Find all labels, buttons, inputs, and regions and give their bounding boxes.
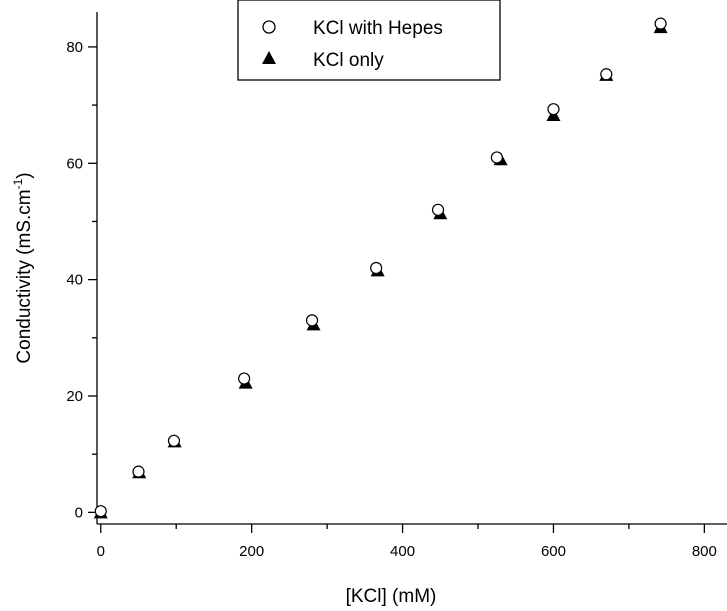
point-kcl-with-hepes [490,151,503,164]
y-axis-label-superscript: -1 [11,178,25,189]
legend-label-series-2: KCl only [313,50,384,71]
point-kcl-with-hepes [167,434,181,447]
axes [96,12,727,525]
y-tick-label: 80 [66,39,83,56]
point-kcl-with-hepes [600,68,613,81]
point-kcl-with-hepes [305,314,319,327]
y-tick-label: 40 [66,272,83,289]
point-kcl-with-hepes [431,203,445,216]
point-kcl-with-hepes [132,465,145,478]
x-tick-label: 0 [97,543,105,560]
data-points [93,17,668,519]
y-axis-label-close: ) [14,172,35,178]
x-tick-label: 600 [541,543,566,560]
x-tick-label: 400 [390,543,415,560]
point-kcl-with-hepes [94,505,107,518]
y-tick-label: 60 [66,155,83,172]
legend-label-series-1: KCl with Hepes [313,18,443,39]
y-tick-label: 20 [66,388,83,405]
x-tick-label: 200 [239,543,264,560]
point-kcl-with-hepes [238,372,251,385]
legend-box [237,0,501,81]
legend: KCl with Hepes KCl only [237,0,501,81]
x-axis-label: [KCl] (mM) [346,586,437,607]
y-tick-label: 0 [75,504,83,521]
x-tick-label: 800 [692,543,717,560]
y-ticks: 0 20 40 60 80 [66,39,97,521]
point-kcl-with-hepes [370,261,383,275]
legend-marker-filled-triangle [262,51,276,64]
legend-marker-open-circle [262,20,276,34]
y-axis-label: Conductivity (mS.cm-1) [11,172,35,363]
point-kcl-with-hepes [547,103,560,116]
x-ticks: 0 200 400 600 800 [97,524,717,560]
point-kcl-with-hepes [654,17,667,30]
y-axis-label-main: Conductivity (mS.cm [14,189,35,363]
